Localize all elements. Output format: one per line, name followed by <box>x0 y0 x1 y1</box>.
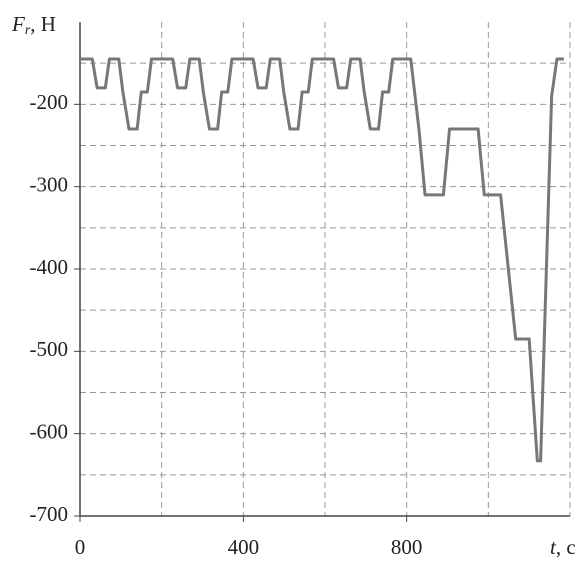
y-label-main: F <box>11 12 25 36</box>
y-label-sub: r <box>25 23 31 38</box>
x-label-main: t <box>550 535 557 559</box>
x-label-unit: , с <box>556 535 576 559</box>
y-tick-label: -300 <box>30 172 69 196</box>
x-axis-label: t, с <box>550 535 576 559</box>
x-tick-label: 800 <box>391 535 423 559</box>
x-tick-label: 400 <box>228 535 260 559</box>
x-tick-label: 0 <box>75 535 86 559</box>
y-axis-label: Fr, Н <box>11 12 56 38</box>
y-tick-label: -500 <box>30 337 69 361</box>
y-label-unit: , Н <box>30 12 56 36</box>
y-tick-label: -400 <box>30 255 69 279</box>
y-tick-label: -200 <box>30 90 69 114</box>
data-line <box>80 57 564 463</box>
y-tick-label: -600 <box>30 419 69 443</box>
y-tick-label: -700 <box>30 502 69 526</box>
